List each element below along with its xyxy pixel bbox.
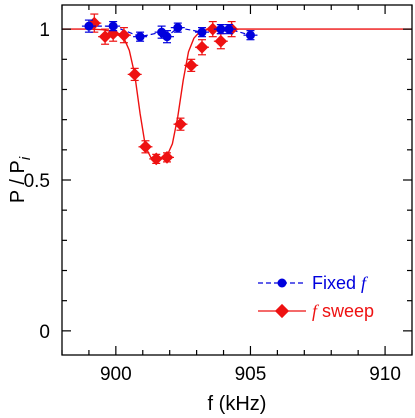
legend-entry-fixed: Fixed f xyxy=(258,273,369,293)
y-axis-title: P / Pi xyxy=(7,156,34,203)
sweep-point xyxy=(139,140,152,154)
fixed-point xyxy=(216,24,226,34)
fixed-point xyxy=(173,23,183,33)
sweep-point xyxy=(206,22,220,36)
sweep-point xyxy=(195,40,209,54)
series-fixed xyxy=(81,19,258,44)
legend: Fixed f f sweep xyxy=(258,273,374,321)
x-tick-label: 905 xyxy=(235,364,267,385)
legend-entry-sweep: f sweep xyxy=(258,301,374,321)
y-tick-label: 0 xyxy=(39,322,50,343)
legend-label-fixed: Fixed f xyxy=(312,273,369,293)
x-axis-title: f (kHz) xyxy=(208,393,267,415)
sweep-point xyxy=(160,151,174,164)
sweep-point xyxy=(184,58,198,72)
fixed-point xyxy=(162,32,172,42)
sweep-fit-line xyxy=(62,28,412,160)
x-tick-label: 900 xyxy=(100,364,132,385)
x-tick-label: 910 xyxy=(369,364,401,385)
legend-marker-sweep xyxy=(274,303,290,319)
legend-marker-fixed xyxy=(277,278,287,288)
sweep-point xyxy=(174,117,187,131)
fixed-point xyxy=(245,30,255,40)
y-tick-label: 0.5 xyxy=(24,171,50,192)
y-axis-title-subscript: i xyxy=(17,156,34,160)
fixed-point xyxy=(108,21,118,31)
y-tick-label: 1 xyxy=(39,20,50,41)
legend-label-sweep: f sweep xyxy=(312,301,374,321)
y-axis-title-main: P / P xyxy=(7,160,29,203)
sweep-point xyxy=(149,152,163,166)
sweep-point xyxy=(128,68,142,81)
fixed-point xyxy=(224,24,234,34)
sweep-point xyxy=(214,34,228,48)
fixed-point xyxy=(135,32,145,42)
fixed-point xyxy=(84,21,94,31)
fixed-point xyxy=(197,27,207,37)
sweep-point xyxy=(117,28,131,42)
